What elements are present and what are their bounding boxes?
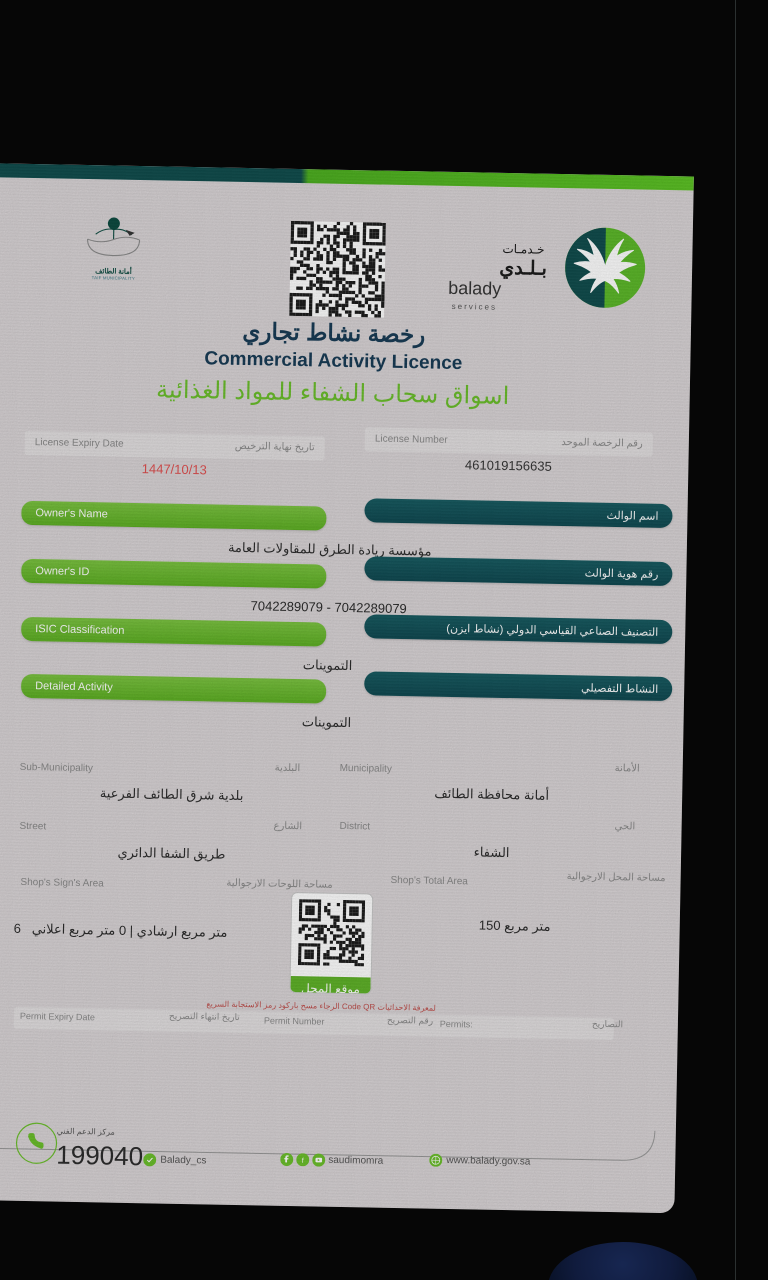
- svg-text:خـدمـات: خـدمـات: [502, 242, 544, 257]
- svg-text:services: services: [452, 302, 498, 312]
- svg-text:f: f: [302, 1158, 304, 1165]
- svg-text:بـلـدي: بـلـدي: [499, 258, 547, 281]
- svg-text:balady: balady: [448, 278, 501, 299]
